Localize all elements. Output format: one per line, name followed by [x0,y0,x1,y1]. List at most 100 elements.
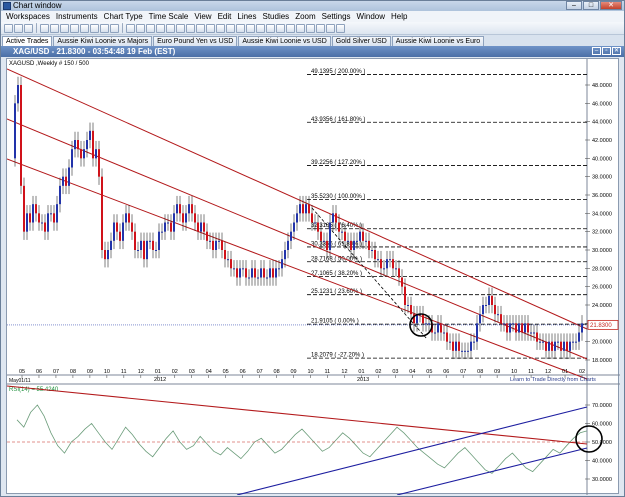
time-tick-label: 12 [545,369,551,375]
candle-body [212,240,214,250]
channel-lower-line[interactable] [6,158,588,380]
toolbar-button-2[interactable] [14,23,23,33]
menu-chart-type[interactable]: Chart Type [103,12,143,21]
doc-close-button[interactable]: ✕ [612,47,621,55]
menu-workspaces[interactable]: Workspaces [6,12,50,21]
toolbar-button-18[interactable] [186,23,195,33]
toolbar-button-12[interactable] [126,23,135,33]
toolbar-button-13[interactable] [136,23,145,33]
toolbar-button-15[interactable] [156,23,165,33]
doc-restore-button[interactable]: ▫ [602,47,611,55]
time-tick-label: 05 [223,369,229,375]
fib-trend-line[interactable] [311,207,428,340]
toolbar-button-10[interactable] [100,23,109,33]
toolbar-button-1[interactable] [4,23,13,33]
toolbar-button-5[interactable] [50,23,59,33]
candle-body [311,213,313,223]
time-tick-label: 06 [443,369,449,375]
candle-body [536,332,538,342]
tab-gold-silver-usd[interactable]: Gold Silver USD [331,36,391,46]
toolbar-button-4[interactable] [40,23,49,33]
menu-window[interactable]: Window [356,12,385,21]
toolbar-button-31[interactable] [316,23,325,33]
candle-body [92,130,94,159]
candle-body [128,213,130,223]
indicator-red-trend-line[interactable] [6,385,588,445]
menu-studies[interactable]: Studies [262,12,290,21]
candle-body [104,250,106,260]
time-tick-label: 11 [121,369,127,375]
toolbar-button-11[interactable] [110,23,119,33]
menu-instruments[interactable]: Instruments [55,12,98,21]
toolbar-button-29[interactable] [296,23,305,33]
toolbar-button-22[interactable] [226,23,235,33]
candle-body [386,259,388,269]
toolbar-button-24[interactable] [246,23,255,33]
price-tick-label: 28.0000 [592,266,612,272]
menu-settings[interactable]: Settings [321,12,351,21]
toolbar-button-26[interactable] [266,23,275,33]
candle-body [449,341,451,343]
candle-body [575,341,577,343]
toolbar-button-19[interactable] [196,23,205,33]
candle-body [200,222,202,232]
toolbar-button-32[interactable] [326,23,335,33]
toolbar-button-27[interactable] [276,23,285,33]
indicator-highlight-circle[interactable] [575,425,603,453]
channel-upper-line[interactable] [6,68,588,330]
indicator-blue-lower-line[interactable] [396,447,588,496]
toolbar-button-8[interactable] [80,23,89,33]
chart-area[interactable]: XAGUSD ,Weekly # 150 / 500 48.0000 46.000… [6,58,620,496]
doc-minimize-button[interactable]: – [592,47,601,55]
candle-body [263,268,265,278]
toolbar-button-25[interactable] [256,23,265,33]
tab-aussie-kiwi-loonie-vs-euro[interactable]: Aussie Kiwi Loonie vs Euro [391,36,485,46]
toolbar-button-16[interactable] [166,23,175,33]
toolbar-button-6[interactable] [60,23,69,33]
toolbar-button-20[interactable] [206,23,215,33]
time-tick-label: 09 [87,369,93,375]
candle-body [59,185,61,205]
candle-body [446,332,448,342]
menu-zoom[interactable]: Zoom [295,12,316,21]
candle-body [47,213,49,232]
price-tick-label: 24.0000 [592,303,612,309]
candle-body [275,268,277,278]
toolbar-button-7[interactable] [70,23,79,33]
toolbar-button-33[interactable] [336,23,345,33]
candle-body [413,314,415,324]
candle-body [161,231,163,233]
menu-time-scale[interactable]: Time Scale [148,12,189,21]
tab-aussie-kiwi-loonie-vs-usd[interactable]: Aussie Kiwi Loonie vs USD [238,36,331,46]
price-tick-label: 46.0000 [592,101,612,107]
menu-view[interactable]: View [194,12,212,21]
menu-bar: Workspaces Instruments Chart Type Time S… [1,11,624,22]
highlight-circle[interactable] [409,313,433,337]
toolbar-button-14[interactable] [146,23,155,33]
maximize-button[interactable]: □ [583,1,599,10]
tab-aussie-kiwi-loonie-vs-majors[interactable]: Aussie Kiwi Loonie vs Majors [53,36,153,46]
channel-middle-line[interactable] [6,118,588,360]
toolbar-button-9[interactable] [90,23,99,33]
toolbar-button-3[interactable] [24,23,33,33]
toolbar-button-23[interactable] [236,23,245,33]
tab-active-trades[interactable]: Active Trades [2,36,53,46]
minimize-button[interactable]: – [566,1,582,10]
watermark-text[interactable]: Learn to Trade Directly from Charts [510,377,596,383]
toolbar-button-17[interactable] [176,23,185,33]
price-tick-label: 32.0000 [592,230,612,236]
toolbar-button-30[interactable] [306,23,315,33]
candle-body [425,323,427,325]
menu-lines[interactable]: Lines [237,12,257,21]
menu-edit[interactable]: Edit [217,12,232,21]
indicator-blue-upper-line[interactable] [236,406,588,496]
candle-body [218,240,220,242]
price-chart-svg[interactable]: XAGUSD ,Weekly # 150 / 500 48.0000 46.000… [6,59,620,496]
menu-help[interactable]: Help [391,12,408,21]
toolbar-button-21[interactable] [216,23,225,33]
toolbar-button-28[interactable] [286,23,295,33]
tab-euro-pound-yen-vs-usd[interactable]: Euro Pound Yen vs USD [153,36,238,46]
candle-body [362,231,364,241]
close-button[interactable]: ✕ [600,1,622,10]
candle-body [380,259,382,269]
